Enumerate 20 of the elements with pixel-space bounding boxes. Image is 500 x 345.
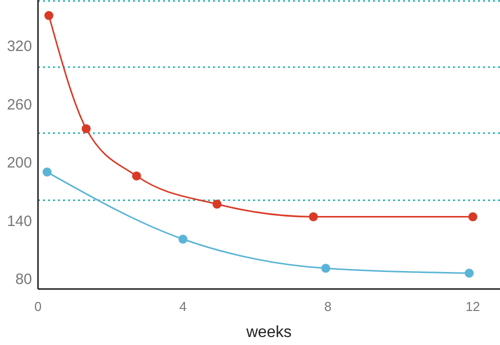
x-axis-title: weeks xyxy=(245,324,292,341)
y-tick-label: 260 xyxy=(6,96,32,114)
point xyxy=(44,11,54,20)
point xyxy=(308,212,318,222)
x-tick-label: 8 xyxy=(324,299,332,314)
y-tick-label: 80 xyxy=(15,271,32,288)
y-tick-label: 140 xyxy=(6,212,32,230)
point xyxy=(132,171,142,180)
point xyxy=(42,168,52,177)
point xyxy=(321,264,330,273)
point xyxy=(82,124,91,134)
y-tick-label: 320 xyxy=(6,38,32,55)
point xyxy=(468,212,478,222)
point xyxy=(212,200,222,209)
point xyxy=(178,234,188,244)
x-tick-label: 4 xyxy=(179,299,187,314)
x-tick-label: 12 xyxy=(466,299,480,314)
point xyxy=(464,268,474,278)
x-tick-label: 0 xyxy=(34,299,42,314)
y-tick-label: 200 xyxy=(6,154,32,172)
